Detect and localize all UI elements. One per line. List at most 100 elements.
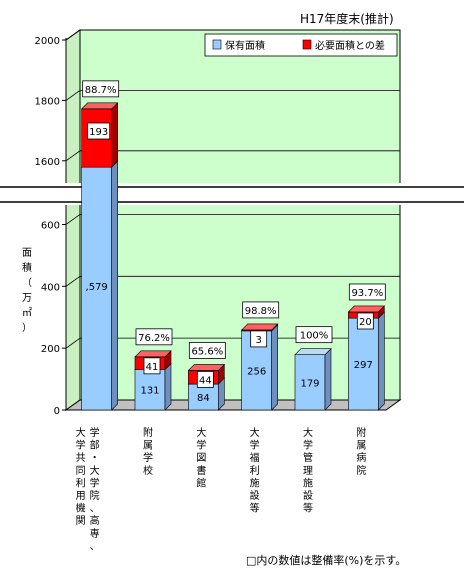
y-tick-label: 0 bbox=[54, 406, 60, 417]
legend-label: 保有面積 bbox=[225, 39, 265, 52]
category-label-char: 等 bbox=[303, 502, 313, 515]
y-tick-label: 200 bbox=[41, 344, 60, 355]
y-axis-label-char: 面 bbox=[22, 248, 32, 259]
gap-value-label-box bbox=[87, 122, 111, 140]
category-label-char: 専 bbox=[90, 528, 100, 540]
category-label-char: 学 bbox=[303, 439, 313, 452]
corner-note: H17年度末(推計) bbox=[300, 12, 394, 26]
gap-value-label: 41 bbox=[146, 362, 159, 373]
category-label-char: 高 bbox=[90, 514, 100, 527]
bar-gap-top bbox=[347, 305, 386, 313]
category-label-char: 同 bbox=[76, 465, 86, 477]
bar-gap-side bbox=[111, 102, 118, 168]
gap-value-label-box bbox=[143, 357, 161, 375]
legend-label: 必要面積との差 bbox=[315, 39, 385, 52]
rate-label: 98.8% bbox=[245, 306, 277, 317]
category-label-char: 設 bbox=[250, 489, 260, 502]
gridline-depth bbox=[65, 214, 81, 225]
category-label-char: 院 bbox=[356, 464, 366, 477]
category-label-char: 関 bbox=[76, 515, 86, 527]
bar-gap-top bbox=[240, 323, 279, 331]
gap-value-label: 44 bbox=[199, 375, 212, 386]
gridline-depth bbox=[65, 275, 81, 287]
bar-gap-top bbox=[187, 364, 226, 371]
held-value-label: ,579 bbox=[86, 282, 108, 293]
category-label-char: 学 bbox=[250, 439, 260, 452]
legend-box bbox=[204, 33, 398, 57]
category-label-char: 大 bbox=[303, 426, 313, 439]
category-label-char: 利 bbox=[76, 477, 86, 489]
y-axis-label-char: ） bbox=[22, 322, 32, 334]
gap-value-label-box bbox=[196, 371, 214, 388]
rate-label: 88.7% bbox=[85, 85, 117, 96]
y-axis-label-char: 万 bbox=[22, 293, 32, 304]
category-label-char: 等 bbox=[250, 502, 260, 515]
category-label-char: 学 bbox=[196, 439, 206, 452]
y-tick-label: 400 bbox=[41, 282, 60, 293]
category-label-char: 大 bbox=[250, 426, 260, 439]
category-label-char: 機 bbox=[76, 502, 86, 515]
category-label-char: 附 bbox=[356, 426, 366, 439]
rate-label: 100% bbox=[300, 331, 329, 342]
rate-label-box bbox=[242, 301, 280, 319]
left-wall bbox=[65, 29, 81, 411]
category-label-char: 用 bbox=[76, 491, 86, 502]
category-label-char: 属 bbox=[143, 440, 153, 452]
category-label-char: 校 bbox=[143, 464, 153, 477]
category-label-char: 設 bbox=[303, 489, 313, 502]
category-label-char: 共 bbox=[76, 452, 86, 464]
gap-value-label-box bbox=[250, 330, 268, 348]
held-value-label: 297 bbox=[354, 360, 373, 371]
y-tick-label: 600 bbox=[41, 220, 60, 231]
y-tick-label: 2000 bbox=[35, 36, 60, 47]
category-label-char: 学 bbox=[90, 476, 100, 489]
rate-label: 65.6% bbox=[191, 346, 223, 357]
category-label-char: 、 bbox=[90, 504, 100, 515]
y-tick-label: 1600 bbox=[35, 157, 60, 168]
legend-swatch bbox=[302, 39, 312, 50]
gap-value-label: 193 bbox=[89, 127, 108, 138]
category-label-char: 学 bbox=[143, 451, 153, 464]
category-label-char: 学 bbox=[90, 426, 100, 439]
category-label-char: 館 bbox=[196, 476, 206, 489]
category-label-char: 学 bbox=[76, 439, 86, 452]
category-label-char: ・ bbox=[90, 453, 100, 464]
y-axis-label-char: 積 bbox=[22, 261, 32, 274]
bar-gap-top bbox=[134, 350, 172, 358]
bar-held-side bbox=[324, 347, 332, 411]
category-label-char: 、 bbox=[90, 541, 100, 552]
bar-held-side bbox=[271, 324, 278, 411]
rate-label-box bbox=[295, 326, 333, 344]
rate-label-box bbox=[135, 328, 173, 346]
category-label-char: 理 bbox=[303, 465, 313, 477]
category-label-char: 管 bbox=[303, 451, 313, 464]
bar-held-front bbox=[81, 166, 112, 411]
category-label-char: 部 bbox=[90, 439, 100, 452]
category-label-char: 病 bbox=[356, 451, 366, 464]
footnote: □内の数値は整備率(%)を示す。 bbox=[246, 554, 407, 567]
gridline-depth bbox=[65, 337, 81, 349]
bar-held-side bbox=[164, 362, 172, 411]
rate-label: 76.2% bbox=[138, 333, 170, 344]
y-tick-label: 1800 bbox=[35, 96, 60, 107]
rate-label: 93.7% bbox=[351, 288, 383, 299]
rate-label-box bbox=[82, 80, 120, 98]
legend-swatch bbox=[212, 39, 222, 50]
held-value-label: 131 bbox=[140, 386, 159, 397]
gap-value-label: 20 bbox=[359, 317, 372, 328]
held-value-label: 179 bbox=[300, 378, 319, 389]
category-label-char: 利 bbox=[250, 465, 260, 477]
bar-held-side bbox=[111, 160, 118, 411]
category-label-char: 大 bbox=[76, 426, 86, 439]
rate-label-box bbox=[348, 283, 386, 301]
gridline-depth bbox=[65, 150, 81, 162]
bar-held-front bbox=[348, 317, 379, 411]
category-label-char: 附 bbox=[143, 426, 153, 439]
held-value-label: 84 bbox=[197, 393, 210, 404]
bar-held-side bbox=[378, 311, 385, 411]
bar-gap-top bbox=[80, 102, 119, 110]
held-value-label: 256 bbox=[247, 366, 266, 377]
category-label-char: 図 bbox=[196, 452, 206, 464]
category-label-char: 属 bbox=[356, 440, 366, 452]
